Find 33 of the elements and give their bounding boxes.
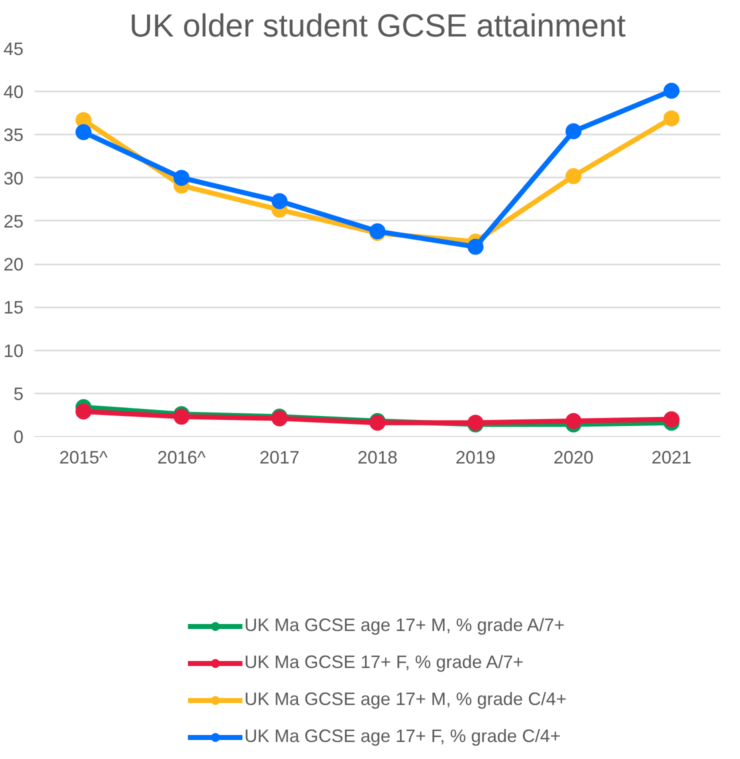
point <box>664 82 680 99</box>
x-tick-label: 2020 <box>553 448 594 468</box>
point <box>76 124 92 140</box>
y-tick-label: 35 <box>3 125 24 146</box>
point <box>272 193 288 210</box>
y-tick-label: 30 <box>3 168 24 188</box>
y-tick-label: 5 <box>13 384 24 404</box>
x-tick-label: 2017 <box>259 448 300 468</box>
legend-label: UK Ma GCSE age 17+ M, % grade C/4+ <box>244 689 567 710</box>
y-tick-label: 20 <box>3 254 24 275</box>
legend-label: UK Ma GCSE age 17+ M, % grade A/7+ <box>244 615 565 636</box>
point <box>468 238 484 255</box>
point <box>76 404 92 420</box>
y-tick-label: 10 <box>3 340 24 361</box>
point <box>566 123 582 140</box>
x-tick-label: 2015^ <box>59 448 108 468</box>
point <box>566 412 582 429</box>
chart-title: UK older student GCSE attainment <box>129 8 626 44</box>
x-tick-label: 2016^ <box>157 448 206 468</box>
x-tick-label: 2019 <box>455 448 496 468</box>
legend-label: UK Ma GCSE age 17+ F, % grade C/4+ <box>244 726 561 747</box>
point <box>664 411 680 428</box>
point <box>566 168 582 184</box>
y-tick-label: 40 <box>3 82 24 102</box>
y-tick-label: 25 <box>3 211 24 232</box>
legend-label: UK Ma GCSE 17+ F, % grade A/7+ <box>244 652 524 673</box>
y-tick-label: 45 <box>3 39 24 59</box>
point <box>664 110 680 126</box>
y-tick-label: 15 <box>3 298 24 318</box>
point <box>174 170 190 186</box>
x-tick-label: 2018 <box>357 448 398 468</box>
x-tick-label: 2021 <box>651 448 692 468</box>
y-tick-label: 0 <box>13 427 24 447</box>
